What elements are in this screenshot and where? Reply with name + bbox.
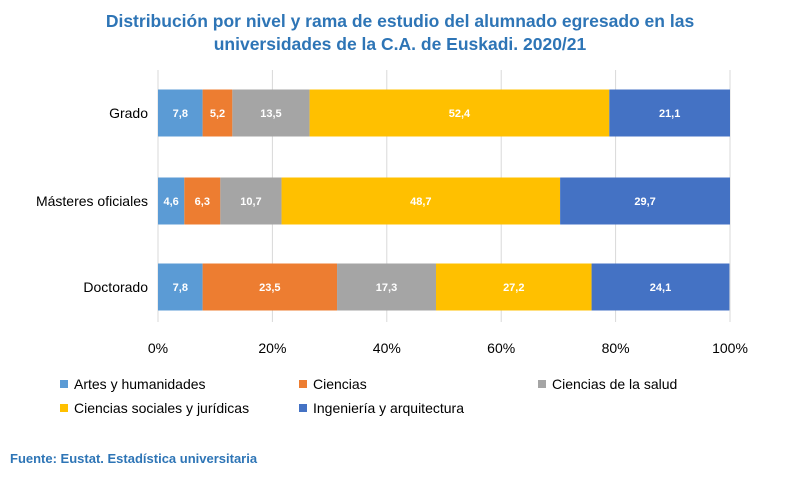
y-category-label-1: Másteres oficiales: [36, 193, 148, 209]
data-label-0-3: 52,4: [449, 108, 471, 120]
bar-segment-1-2: [220, 177, 282, 225]
legend-swatch-ingenieria: [299, 404, 307, 412]
x-tick-label-1: 20%: [258, 340, 286, 356]
legend-item-sociales: Ciencias sociales y jurídicas: [60, 400, 249, 416]
data-label-1-4: 29,7: [634, 196, 655, 208]
x-tick-label-5: 100%: [712, 340, 748, 356]
bar-segment-0-2: [232, 89, 310, 137]
data-label-2-0: 7,8: [173, 282, 188, 294]
bar-segment-1-0: [158, 177, 185, 225]
legend-label-ingenieria: Ingeniería y arquitectura: [313, 400, 464, 416]
data-label-1-0: 4,6: [164, 196, 179, 208]
legend-item-ingenieria: Ingeniería y arquitectura: [299, 400, 464, 416]
legend-swatch-ciencias: [299, 380, 307, 388]
data-label-1-2: 10,7: [240, 196, 261, 208]
legend-item-artes: Artes y humanidades: [60, 376, 206, 392]
bar-segment-2-1: [202, 263, 338, 311]
chart-title: Distribución por nivel y rama de estudio…: [0, 10, 800, 56]
bar-segment-2-4: [591, 263, 730, 311]
legend-item-ciencias: Ciencias: [299, 376, 367, 392]
chart-title-line-2: universidades de la C.A. de Euskadi. 202…: [213, 34, 587, 54]
data-label-2-2: 17,3: [376, 282, 397, 294]
bar-segment-1-3: [281, 177, 561, 225]
data-label-0-4: 21,1: [659, 108, 680, 120]
legend-label-sociales: Ciencias sociales y jurídicas: [74, 400, 250, 416]
legend-swatch-artes: [60, 380, 68, 388]
x-tick-label-4: 80%: [602, 340, 630, 356]
legend-label-salud: Ciencias de la salud: [552, 376, 678, 392]
data-label-1-1: 6,3: [195, 196, 210, 208]
bar-segment-1-4: [560, 177, 730, 225]
legend-label-artes: Artes y humanidades: [74, 376, 206, 392]
data-label-0-2: 13,5: [260, 108, 281, 120]
data-label-2-4: 24,1: [650, 282, 671, 294]
stacked-bar-chart: 0% 20% 40% 60% 80% 100% 7,8 5,2 13,5 52,4 21,1 Grad…: [36, 70, 748, 356]
legend-label-ciencias: Ciencias: [313, 376, 367, 392]
bar-segment-2-3: [435, 263, 592, 311]
data-label-2-1: 23,5: [259, 282, 280, 294]
legend-swatch-sociales: [60, 404, 68, 412]
y-category-label-2: Doctorado: [83, 279, 148, 295]
bar-segment-1-1: [184, 177, 221, 225]
x-tick-label-0: 0%: [148, 340, 168, 356]
legend-swatch-salud: [538, 380, 546, 388]
data-label-0-1: 5,2: [210, 108, 225, 120]
bar-segment-2-0: [158, 263, 203, 311]
chart-title-line-1: Distribución por nivel y rama de estudio…: [105, 11, 695, 31]
source-note: Fuente: Eustat. Estadística universitari…: [10, 451, 258, 466]
bar-segment-0-3: [309, 89, 610, 137]
data-label-1-3: 48,7: [410, 196, 431, 208]
data-label-0-0: 7,8: [173, 108, 188, 120]
y-category-label-0: Grado: [109, 105, 148, 121]
bar-segment-0-1: [202, 89, 233, 137]
bar-segment-2-2: [337, 263, 436, 311]
legend-item-salud: Ciencias de la salud: [538, 376, 677, 392]
x-tick-label-3: 60%: [487, 340, 515, 356]
bar-segment-0-0: [158, 89, 203, 137]
data-label-2-3: 27,2: [503, 282, 524, 294]
x-tick-label-2: 40%: [373, 340, 401, 356]
bar-segment-0-4: [609, 89, 730, 137]
